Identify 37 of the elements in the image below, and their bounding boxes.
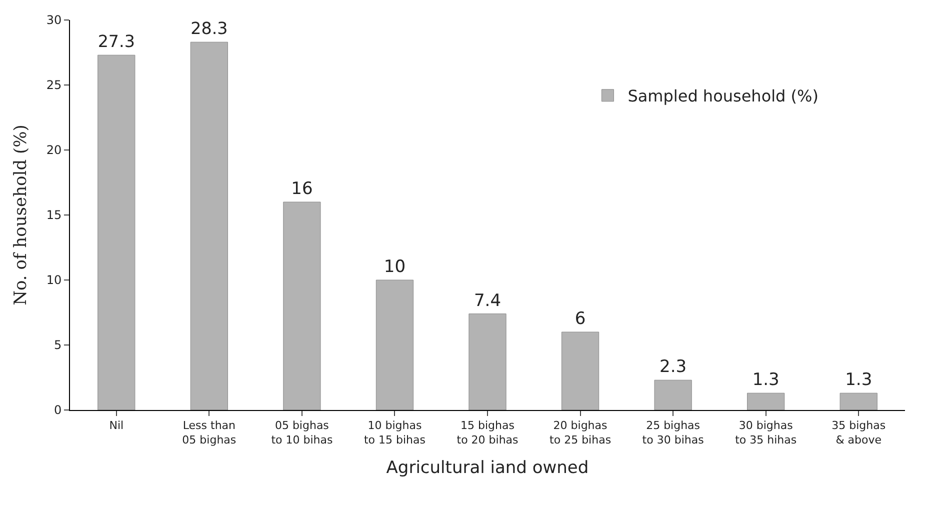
y-tick-label: 30 bbox=[46, 13, 62, 28]
x-tick-label: 25 bighas to 30 bihas bbox=[642, 419, 704, 446]
data-label: 28.3 bbox=[190, 19, 228, 38]
x-tick-label: Nil bbox=[109, 419, 124, 432]
y-axis-title: No. of household (%) bbox=[10, 124, 31, 306]
legend-label: Sampled household (%) bbox=[628, 86, 818, 106]
data-label: 2.3 bbox=[660, 357, 687, 378]
x-tick-label: 10 bighas to 15 bihas bbox=[364, 419, 426, 446]
data-label: 1.3 bbox=[845, 370, 872, 390]
data-label: 10 bbox=[384, 257, 406, 277]
bar bbox=[98, 54, 136, 410]
x-tick-label: 05 bighas to 10 bihas bbox=[271, 419, 333, 446]
x-tick-label: 15 bighas to 20 bihas bbox=[456, 419, 519, 446]
x-tick-label: 30 bighas to 35 hihas bbox=[735, 419, 797, 446]
data-label: 6 bbox=[574, 309, 586, 329]
bar bbox=[376, 280, 414, 410]
bar bbox=[190, 42, 228, 410]
bar bbox=[747, 392, 785, 410]
x-tick-label: 20 bighas to 25 bihas bbox=[550, 419, 612, 446]
x-tick-label: Less than 05 bighas bbox=[182, 419, 236, 446]
bar bbox=[561, 332, 600, 410]
data-label: 1.3 bbox=[752, 370, 780, 390]
y-tick-label: 5 bbox=[54, 338, 62, 352]
data-label: 27.3 bbox=[98, 32, 135, 52]
y-tick-label: 15 bbox=[46, 208, 62, 222]
bar bbox=[468, 314, 506, 410]
bar bbox=[654, 380, 692, 410]
y-tick-label: 25 bbox=[46, 78, 62, 92]
x-axis-title: Agricultural iand owned bbox=[386, 458, 589, 478]
bar bbox=[283, 202, 321, 410]
y-tick-label: 0 bbox=[54, 403, 62, 418]
bar bbox=[840, 392, 878, 410]
y-tick-label: 20 bbox=[46, 143, 62, 158]
y-tick-label: 10 bbox=[46, 273, 62, 288]
x-tick-label: 35 bighas & above bbox=[832, 419, 886, 446]
data-label: 16 bbox=[291, 179, 313, 199]
data-label: 7.4 bbox=[474, 290, 502, 311]
